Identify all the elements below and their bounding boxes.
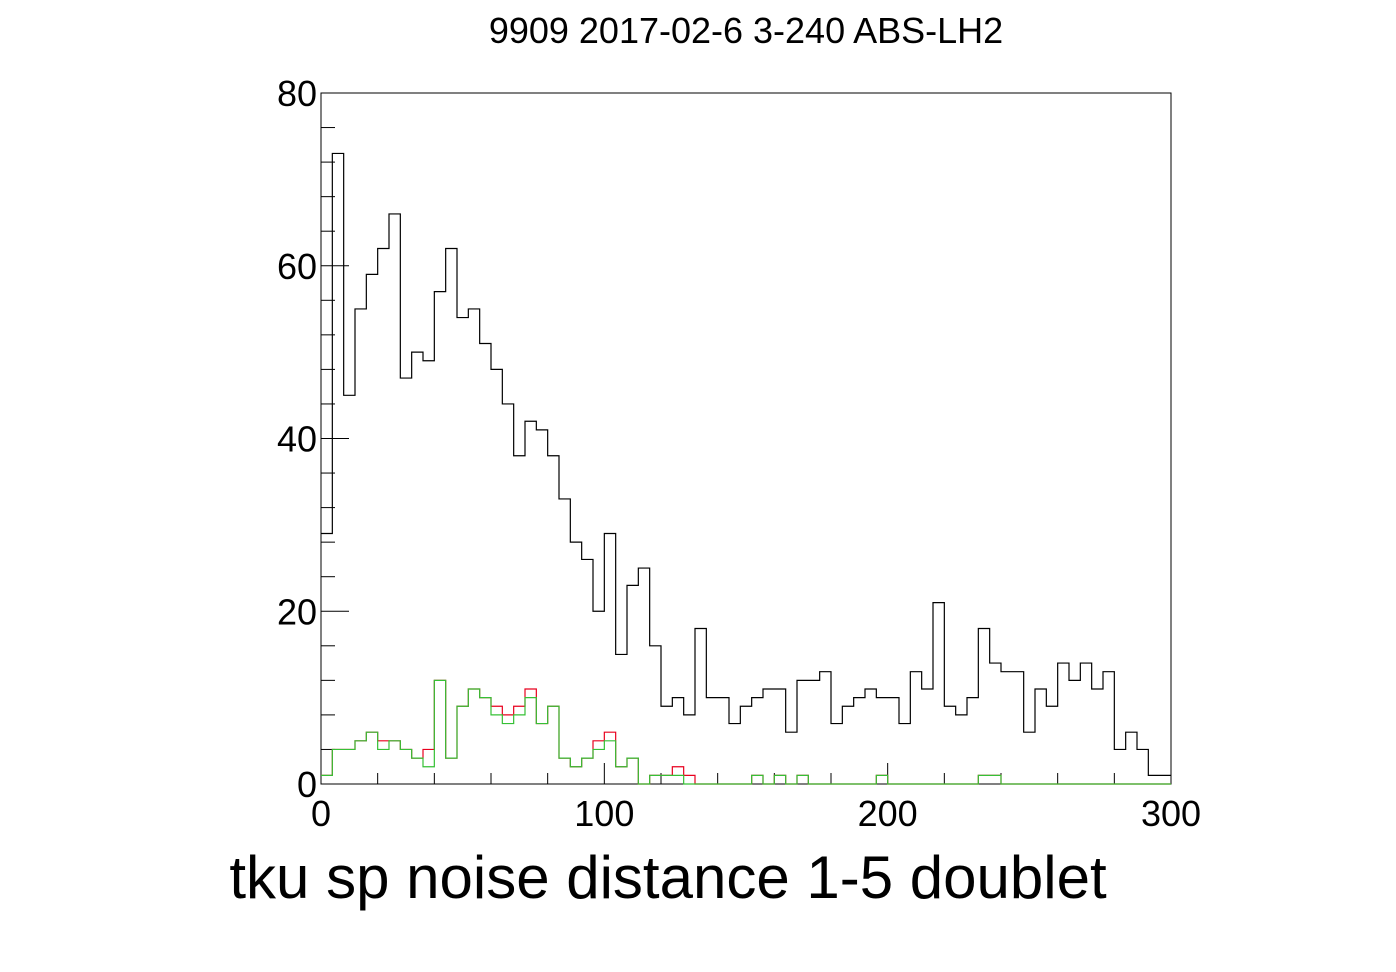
y-tick-label: 0 xyxy=(297,764,317,805)
histogram-series-1 xyxy=(321,152,1171,776)
histogram-series-2 xyxy=(321,679,1171,785)
y-tick-label: 60 xyxy=(277,246,317,287)
series-layer xyxy=(321,152,1171,785)
x-tick-label: 0 xyxy=(311,793,331,834)
x-tick-label: 100 xyxy=(574,793,634,834)
axis-ticks xyxy=(320,92,1172,785)
y-tick-label: 40 xyxy=(277,419,317,460)
tick-labels: 0 20 40 60 80 0 100 200 300 xyxy=(277,73,1201,834)
chart-title: 9909 2017-02-6 3-240 ABS-LH2 xyxy=(488,10,1004,51)
histogram-series-3 xyxy=(321,679,1171,785)
y-tick-label: 80 xyxy=(277,73,317,114)
x-tick-label: 200 xyxy=(858,793,918,834)
x-tick-label: 300 xyxy=(1141,793,1201,834)
plot-frame xyxy=(320,92,1172,785)
x-axis-label: tku sp noise distance 1-5 doublet xyxy=(229,844,1107,911)
y-tick-label: 20 xyxy=(277,591,317,632)
